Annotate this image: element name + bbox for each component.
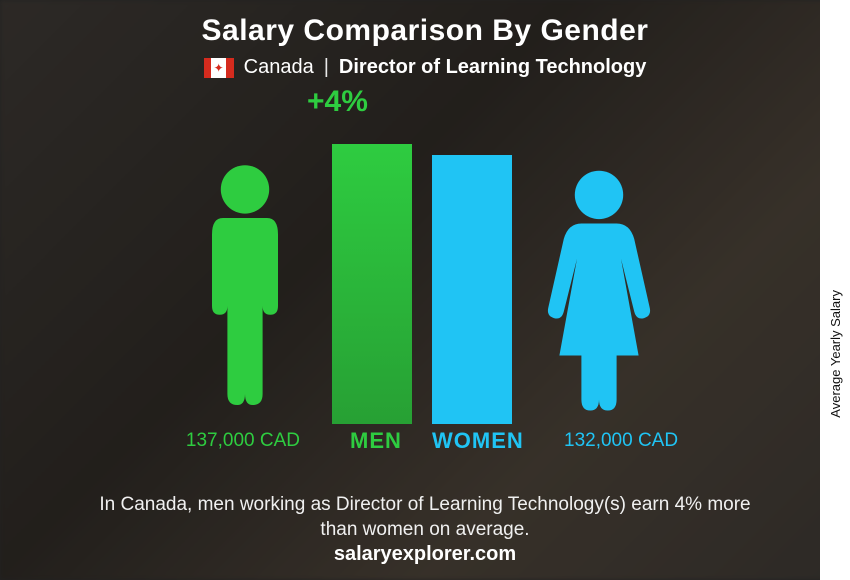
job-title: Director of Learning Technology xyxy=(339,56,646,79)
bar-women xyxy=(432,155,512,424)
description-text: In Canada, men working as Director of Le… xyxy=(85,492,765,543)
subtitle-row: ✦ Canada | Director of Learning Technolo… xyxy=(204,56,647,79)
salary-women: 132,000 CAD xyxy=(564,430,724,452)
canada-flag-icon: ✦ xyxy=(204,58,234,78)
infographic-content: Salary Comparison By Gender ✦ Canada | D… xyxy=(0,0,850,580)
footer-source: salaryexplorer.com xyxy=(334,543,516,566)
chart-area: +4% MEN WOMEN 137,000 CAD 132,000 CAD xyxy=(0,85,850,486)
country-label: Canada xyxy=(244,56,314,79)
label-women: WOMEN xyxy=(432,428,524,454)
woman-icon xyxy=(544,155,654,424)
y-axis-label: Average Yearly Salary xyxy=(829,290,844,418)
label-men: MEN xyxy=(350,428,402,454)
man-icon xyxy=(190,144,300,424)
bar-men xyxy=(332,144,412,424)
title: Salary Comparison By Gender xyxy=(202,14,649,48)
percent-diff-label: +4% xyxy=(307,85,368,119)
separator: | xyxy=(324,56,329,79)
salary-men: 137,000 CAD xyxy=(140,430,300,452)
